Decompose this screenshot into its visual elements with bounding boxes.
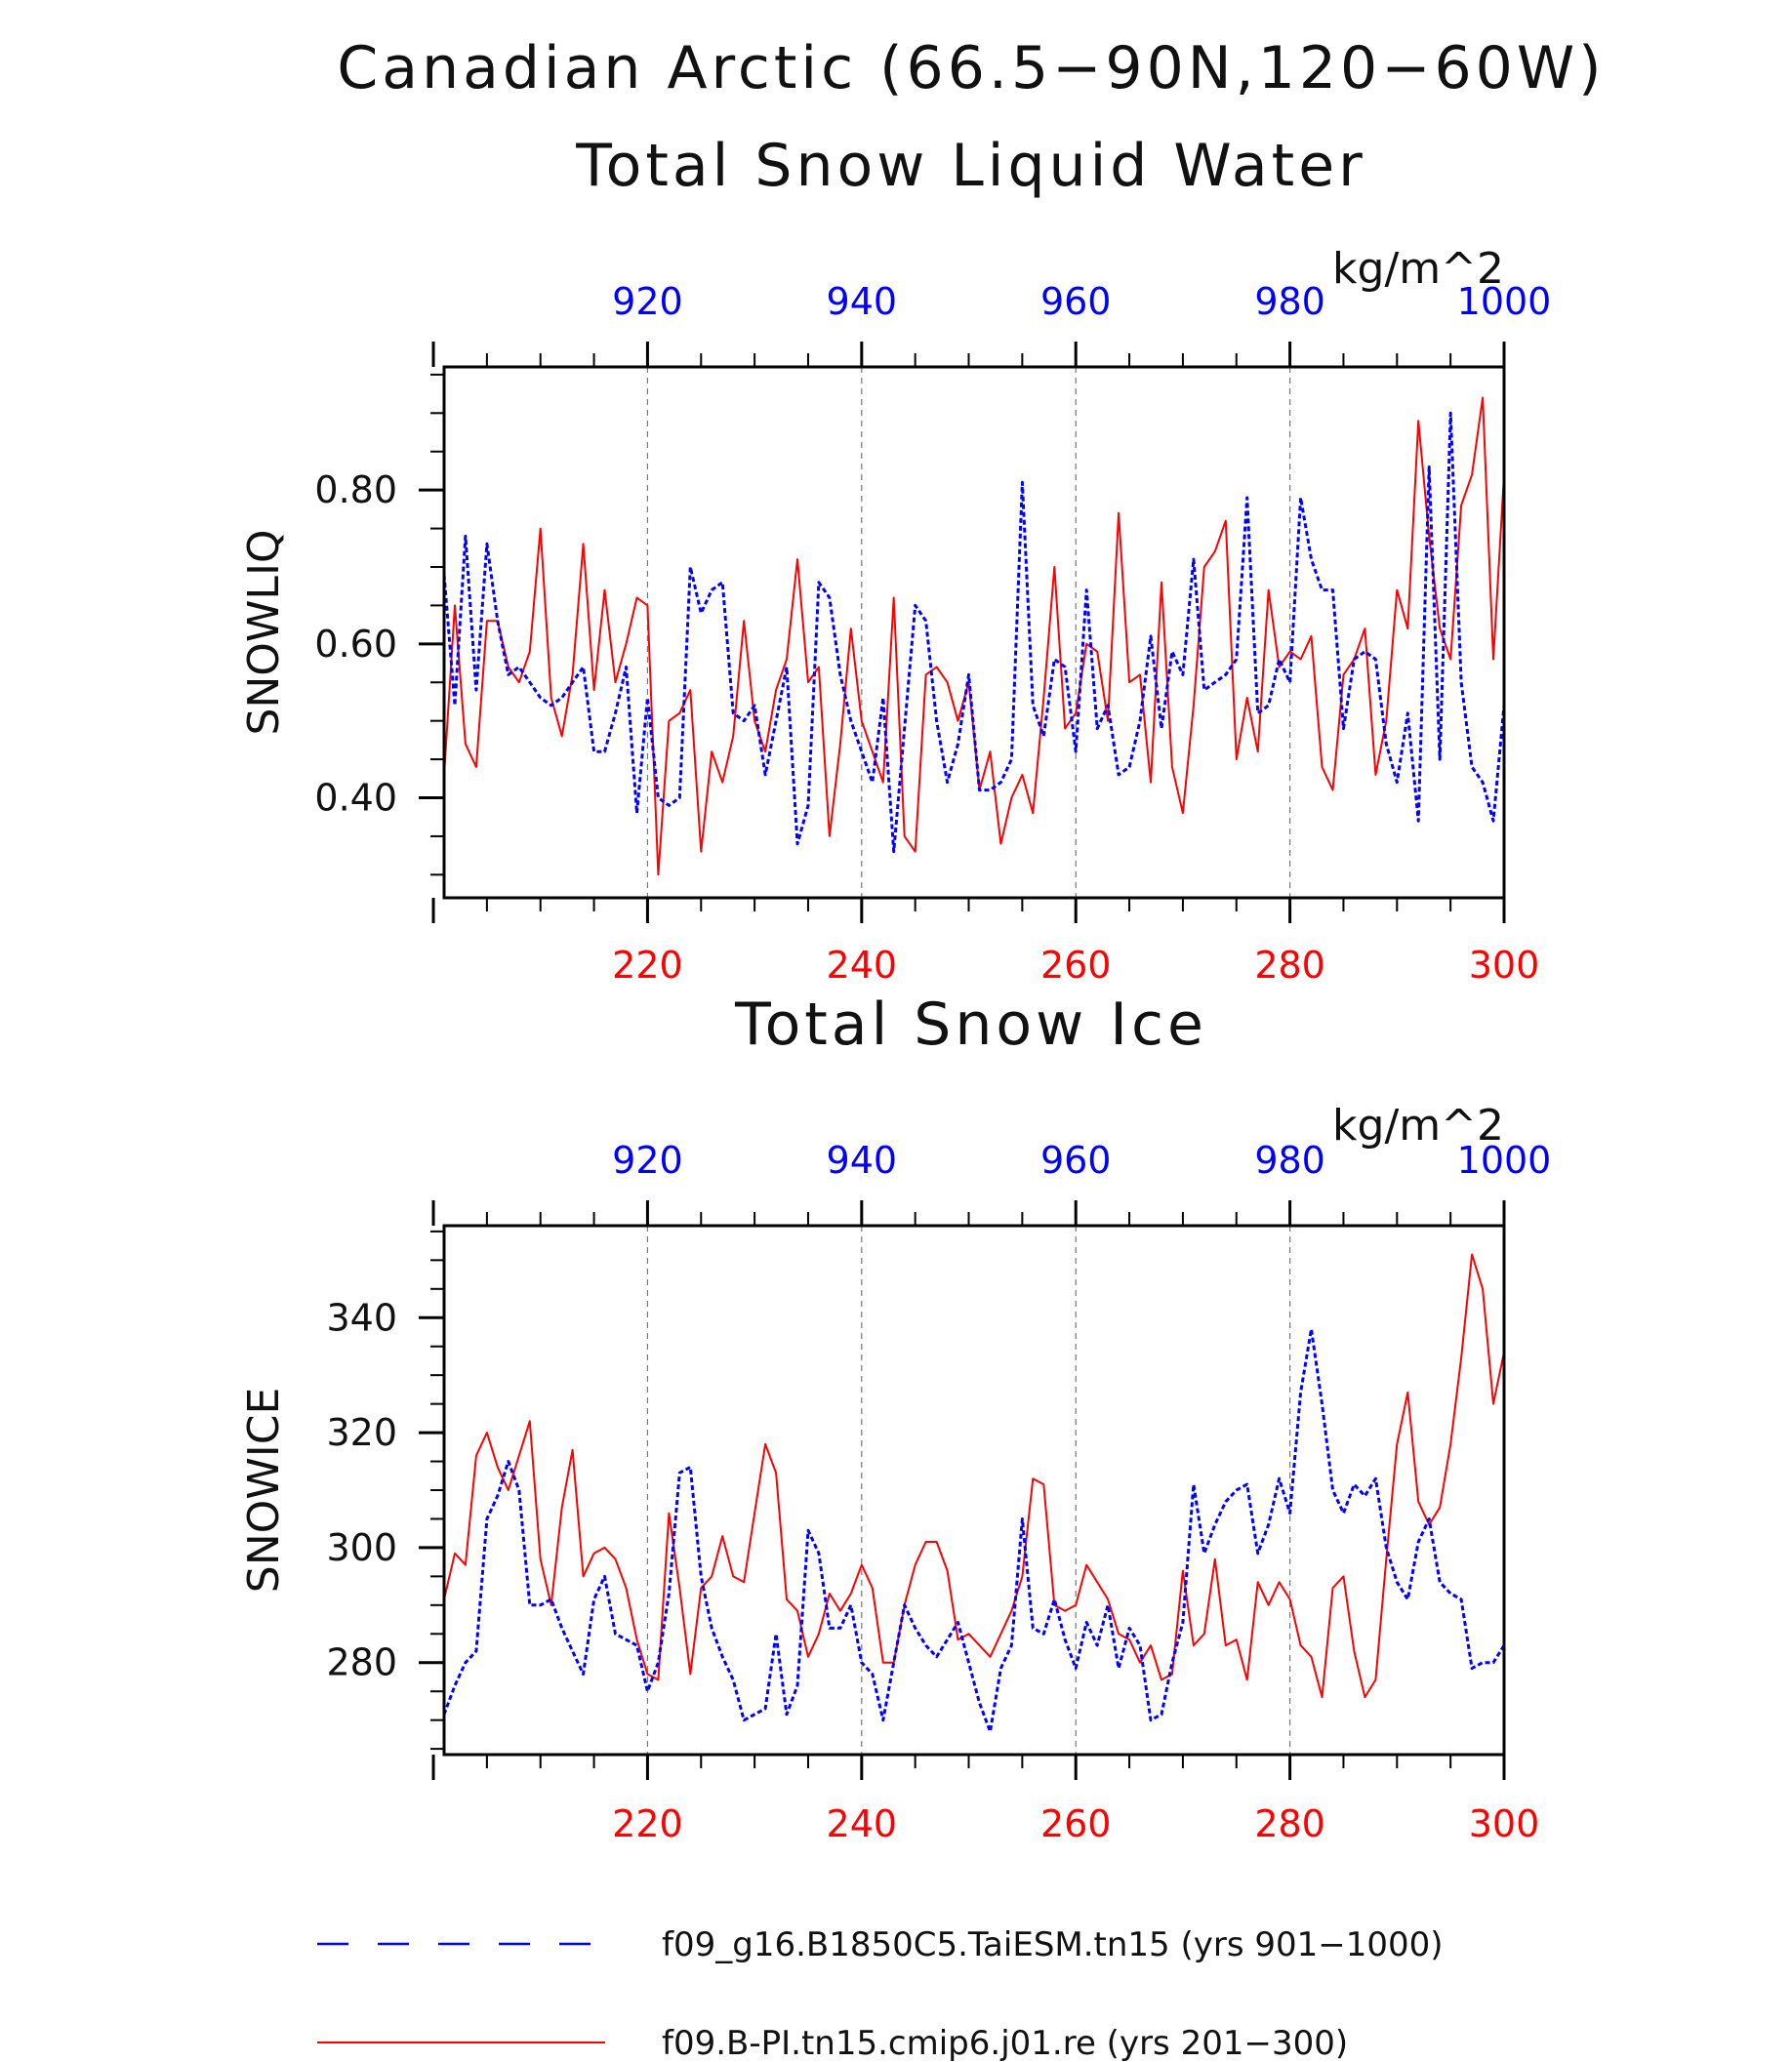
- snowliq-ylabel: SNOWLIQ: [239, 529, 289, 735]
- snowice-xtick-label-bottom: 300: [1469, 1802, 1540, 1845]
- snowice-xtick-label-bottom: 240: [827, 1802, 898, 1845]
- snowice-xtick-label-top: 940: [827, 1139, 898, 1182]
- snowice-xtick-label-bottom: 260: [1040, 1802, 1112, 1845]
- snowice-series-blue-line: [442, 1327, 1506, 1733]
- snowice-units-label: kg/m^2: [1332, 1101, 1504, 1151]
- snowliq-series-red-line: [443, 396, 1505, 876]
- snowliq-xtick-label-top: 980: [1254, 280, 1325, 323]
- snowliq-xtick-label-bottom: 280: [1254, 944, 1325, 987]
- snowice-panel: Total Snow Ice kg/m^2 SNOWICE 220 240 260 280 3…: [239, 991, 1551, 1845]
- snowliq-series-blue-line: [442, 411, 1506, 854]
- snowliq-xtick-label-bottom: 300: [1469, 944, 1540, 987]
- legend-red-label: f09.B-PI.tn15.cmip6.j01.re (yrs 201−300): [662, 2024, 1348, 2062]
- snowliq-xtick-label-top: 920: [612, 280, 683, 323]
- legend-blue-label: f09_g16.B1850C5.TaiESM.tn15 (yrs 901−100…: [662, 1925, 1444, 1964]
- snowice-xtick-label-bottom: 220: [612, 1802, 683, 1845]
- snowice-ytick-label: 340: [326, 1296, 397, 1339]
- snowliq-ytick-label: 0.60: [314, 623, 397, 666]
- legend: f09_g16.B1850C5.TaiESM.tn15 (yrs 901−100…: [317, 1925, 1444, 2062]
- snowice-xtick-label-top: 1000: [1457, 1139, 1552, 1182]
- snowice-ytick-label: 280: [326, 1641, 397, 1684]
- snowice-xtick-label-top: 980: [1254, 1139, 1325, 1182]
- snowice-ytick-label: 300: [326, 1526, 397, 1569]
- snowice-xtick-label-top: 960: [1040, 1139, 1112, 1182]
- snowice-ylabel: SNOWICE: [239, 1388, 289, 1593]
- snowliq-xtick-label-top: 940: [827, 280, 898, 323]
- snowice-xtick-label-bottom: 280: [1254, 1802, 1325, 1845]
- snowliq-xtick-label-bottom: 220: [612, 944, 683, 987]
- snowliq-ytick-label: 0.40: [314, 777, 397, 820]
- snowice-ytick-label: 320: [326, 1411, 397, 1454]
- snowliq-xtick-label-top: 1000: [1457, 280, 1552, 323]
- snowice-xtick-label-top: 920: [612, 1139, 683, 1182]
- figure-title-line1: Canadian Arctic (66.5−90N,120−60W): [337, 34, 1605, 102]
- snowliq-ytick-label: 0.80: [314, 468, 397, 511]
- snowliq-units-label: kg/m^2: [1332, 244, 1504, 294]
- snowliq-plot-frame: [442, 365, 1506, 900]
- snowliq-title: Total Snow Liquid Water: [575, 132, 1366, 200]
- snowliq-panel: Total Snow Liquid Water kg/m^2 SNOWLIQ 220 2…: [239, 132, 1551, 987]
- snowliq-xtick-label-bottom: 240: [827, 944, 898, 987]
- snowice-series-red-line: [443, 1253, 1505, 1699]
- snowliq-xtick-label-bottom: 260: [1040, 944, 1112, 987]
- snowice-title: Total Snow Ice: [734, 991, 1207, 1059]
- snowice-plot-frame: [442, 1224, 1506, 1757]
- snowliq-xtick-label-top: 960: [1040, 280, 1112, 323]
